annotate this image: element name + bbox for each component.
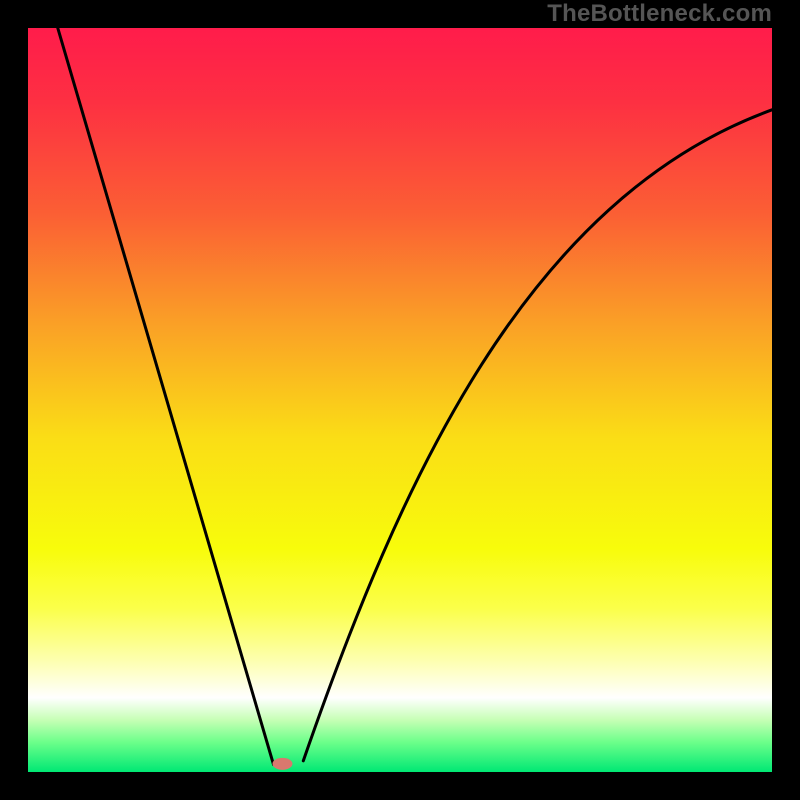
chart-container: TheBottleneck.com xyxy=(0,0,800,800)
bottleneck-chart xyxy=(0,0,800,800)
watermark-text: TheBottleneck.com xyxy=(547,0,772,28)
